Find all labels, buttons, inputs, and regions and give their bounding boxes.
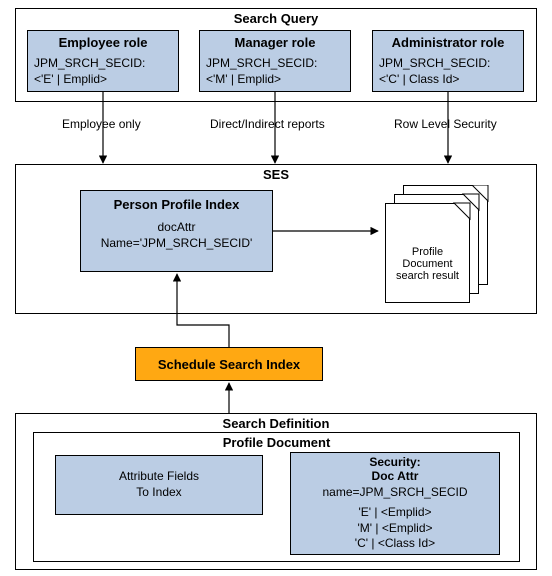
security-name: name=JPM_SRCH_SECID — [297, 485, 493, 501]
administrator-role-node: Administrator role JPM_SRCH_SECID: <'C' … — [372, 30, 524, 92]
search-query-title: Search Query — [16, 9, 536, 26]
administrator-role-line1: JPM_SRCH_SECID: — [379, 56, 517, 72]
employee-role-node: Employee role JPM_SRCH_SECID: <'E' | Emp… — [27, 30, 179, 92]
ppi-line1: docAttr — [87, 220, 266, 236]
edge-employee-label: Employee only — [62, 117, 141, 131]
employee-role-line2: <'E' | Emplid> — [34, 72, 172, 88]
attr-fields-line2: To Index — [119, 485, 199, 501]
security-r2: 'M' | <Emplid> — [297, 521, 493, 537]
edge-administrator-label: Row Level Security — [394, 117, 497, 131]
security-doc-attr-node: Security: Doc Attr name=JPM_SRCH_SECID '… — [290, 452, 500, 555]
employee-role-title: Employee role — [34, 35, 172, 50]
attribute-fields-node: Attribute Fields To Index — [55, 455, 263, 515]
ses-title: SES — [16, 165, 536, 182]
employee-role-line1: JPM_SRCH_SECID: — [34, 56, 172, 72]
search-definition-title: Search Definition — [16, 414, 536, 431]
ppi-line2: Name='JPM_SRCH_SECID' — [87, 236, 266, 252]
administrator-role-line2: <'C' | Class Id> — [379, 72, 517, 88]
profile-document-result: Profile Document search result — [385, 185, 495, 300]
schedule-label: Schedule Search Index — [158, 357, 300, 372]
person-profile-index-node: Person Profile Index docAttr Name='JPM_S… — [80, 190, 273, 272]
attr-fields-line1: Attribute Fields — [119, 469, 199, 485]
security-r1: 'E' | <Emplid> — [297, 505, 493, 521]
edge-manager-label: Direct/Indirect reports — [210, 117, 325, 131]
manager-role-node: Manager role JPM_SRCH_SECID: <'M' | Empl… — [199, 30, 351, 92]
manager-role-title: Manager role — [206, 35, 344, 50]
administrator-role-title: Administrator role — [379, 35, 517, 50]
profile-document-title: Profile Document — [34, 433, 519, 450]
security-r3: 'C' | <Class Id> — [297, 536, 493, 552]
manager-role-line1: JPM_SRCH_SECID: — [206, 56, 344, 72]
security-title2: Doc Attr — [297, 470, 493, 484]
ppi-title: Person Profile Index — [87, 197, 266, 212]
manager-role-line2: <'M' | Emplid> — [206, 72, 344, 88]
schedule-search-index-node: Schedule Search Index — [135, 347, 323, 381]
security-title1: Security: — [297, 456, 493, 470]
